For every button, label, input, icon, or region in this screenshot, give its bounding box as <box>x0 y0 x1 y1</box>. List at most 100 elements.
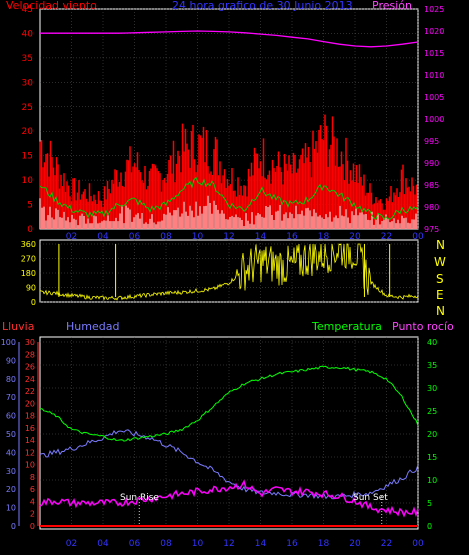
direction-axis-ticks: 0 90 180 270 360 <box>21 240 36 307</box>
direction-tick-label: 360 <box>21 240 36 249</box>
pressure-tick-label: 975 <box>424 225 439 234</box>
temperature-line <box>40 365 419 442</box>
temp-tick-label: 35 <box>427 361 437 370</box>
temp-x-tick-label: 06 <box>129 539 141 549</box>
temp-x-tick-label: 10 <box>192 539 204 549</box>
temp-x-tick-label: 20 <box>349 539 361 549</box>
wind-tick-label: 15 <box>22 152 33 162</box>
temp-x-tick-label: 02 <box>66 539 77 549</box>
wind-series <box>39 30 419 229</box>
direction-series <box>39 243 419 301</box>
wind-speed-label: Velocidad viento <box>6 0 97 12</box>
temp-tick-label: 30 <box>427 384 437 393</box>
wind-tick-label: 40 <box>22 29 34 39</box>
rain-tick-label: 16 <box>25 424 35 433</box>
wind-x-tick-label: 18 <box>318 232 330 242</box>
pressure-tick-label: 995 <box>424 137 439 146</box>
pressure-label: Presión <box>372 0 412 12</box>
pressure-line <box>40 30 419 48</box>
wind-tick-label: 45 <box>22 5 33 15</box>
sunrise-label: Sun Rise <box>120 493 159 503</box>
pressure-tick-label: 985 <box>424 181 439 190</box>
rain-tick-label: 8 <box>30 473 35 482</box>
pressure-tick-label: 1005 <box>424 93 444 102</box>
rain-tick-label: 20 <box>25 399 35 408</box>
direction-tick-label: 0 <box>31 298 36 307</box>
pressure-tick-label: 1015 <box>424 49 444 58</box>
direction-tick-label: 180 <box>21 269 36 278</box>
wind-tick-label: 25 <box>22 103 33 113</box>
temp-panel-x-ticks: 02 04 06 08 10 12 14 16 18 20 22 00 <box>66 539 424 549</box>
rain-tick-label: 4 <box>30 497 35 506</box>
chart-title: 24 hora grafico de 30 Junio 2013 <box>172 0 353 12</box>
pressure-tick-label: 1025 <box>424 5 444 14</box>
temp-tick-label: 10 <box>427 476 437 485</box>
wind-x-tick-label: 20 <box>349 232 361 242</box>
humidity-tick-label: 90 <box>6 356 16 365</box>
temp-x-tick-label: 16 <box>286 539 298 549</box>
pressure-tick-label: 1010 <box>424 71 444 80</box>
rain-tick-label: 6 <box>30 485 35 494</box>
pressure-axis-ticks: 975 980 985 990 995 1000 1005 1010 1015 1020 1025 <box>424 5 444 234</box>
humidity-tick-label: 60 <box>6 412 16 421</box>
compass-e: E <box>436 288 444 302</box>
temperature-label: Temperatura <box>311 320 382 333</box>
compass-w: W <box>434 255 446 269</box>
sunset-label: Sun Set <box>353 493 388 503</box>
wind-x-tick-label: 08 <box>160 232 172 242</box>
humidity-tick-label: 10 <box>6 504 16 513</box>
wind-tick-label: 5 <box>27 201 33 211</box>
pressure-tick-label: 980 <box>424 203 439 212</box>
compass-n-top: N <box>436 238 445 252</box>
wind-axis-ticks: 0 5 10 15 20 25 30 35 40 45 <box>22 5 34 235</box>
dewpoint-label: Punto rocío <box>392 320 454 333</box>
rain-tick-label: 22 <box>25 387 35 396</box>
temp-x-tick-label: 12 <box>223 539 234 549</box>
temp-tick-label: 15 <box>427 453 437 462</box>
wind-x-tick-label: 22 <box>381 232 392 242</box>
rain-tick-label: 26 <box>25 363 35 372</box>
temp-panel-axes: 0102030405060708090100024681012141618202… <box>1 338 437 531</box>
wind-tick-label: 10 <box>22 176 34 186</box>
wind-tick-label: 20 <box>22 127 34 137</box>
direction-tick-label: 270 <box>21 255 36 264</box>
temp-x-tick-label: 22 <box>381 539 392 549</box>
temp-x-tick-label: 00 <box>412 539 424 549</box>
pressure-tick-label: 1000 <box>424 115 444 124</box>
wind-x-tick-label: 06 <box>129 232 141 242</box>
wind-x-tick-label: 02 <box>66 232 77 242</box>
rain-tick-label: 18 <box>25 412 35 421</box>
temp-tick-label: 0 <box>427 522 432 531</box>
wind-x-tick-label: 16 <box>286 232 298 242</box>
compass-s: S <box>436 272 444 286</box>
wind-x-tick-label: 04 <box>97 232 109 242</box>
temp-panel-series <box>39 365 419 527</box>
pressure-tick-label: 1020 <box>424 27 444 36</box>
rain-tick-label: 2 <box>30 510 35 519</box>
temp-x-tick-label: 04 <box>97 539 109 549</box>
wind-avg-line <box>39 176 419 221</box>
rain-tick-label: 10 <box>25 461 35 470</box>
wind-x-tick-label: 14 <box>255 232 267 242</box>
temp-tick-label: 25 <box>427 407 437 416</box>
rain-tick-label: 30 <box>25 338 35 347</box>
rain-tick-label: 14 <box>25 436 35 445</box>
pressure-tick-label: 990 <box>424 159 439 168</box>
temp-tick-label: 5 <box>427 499 432 508</box>
temp-x-tick-label: 08 <box>160 539 172 549</box>
rain-tick-label: 28 <box>25 350 35 359</box>
wind-tick-label: 35 <box>22 54 33 64</box>
compass-n-bottom: N <box>436 304 445 318</box>
humidity-tick-label: 100 <box>1 338 16 347</box>
wind-x-tick-label: 10 <box>192 232 204 242</box>
humidity-tick-label: 0 <box>11 522 16 531</box>
humidity-tick-label: 50 <box>6 430 16 439</box>
humidity-tick-label: 40 <box>6 448 16 457</box>
humidity-tick-label: 20 <box>6 485 16 494</box>
wind-tick-label: 0 <box>27 225 33 235</box>
humidity-line <box>39 429 419 500</box>
humidity-label: Humedad <box>66 320 119 333</box>
humidity-tick-label: 70 <box>6 393 16 402</box>
